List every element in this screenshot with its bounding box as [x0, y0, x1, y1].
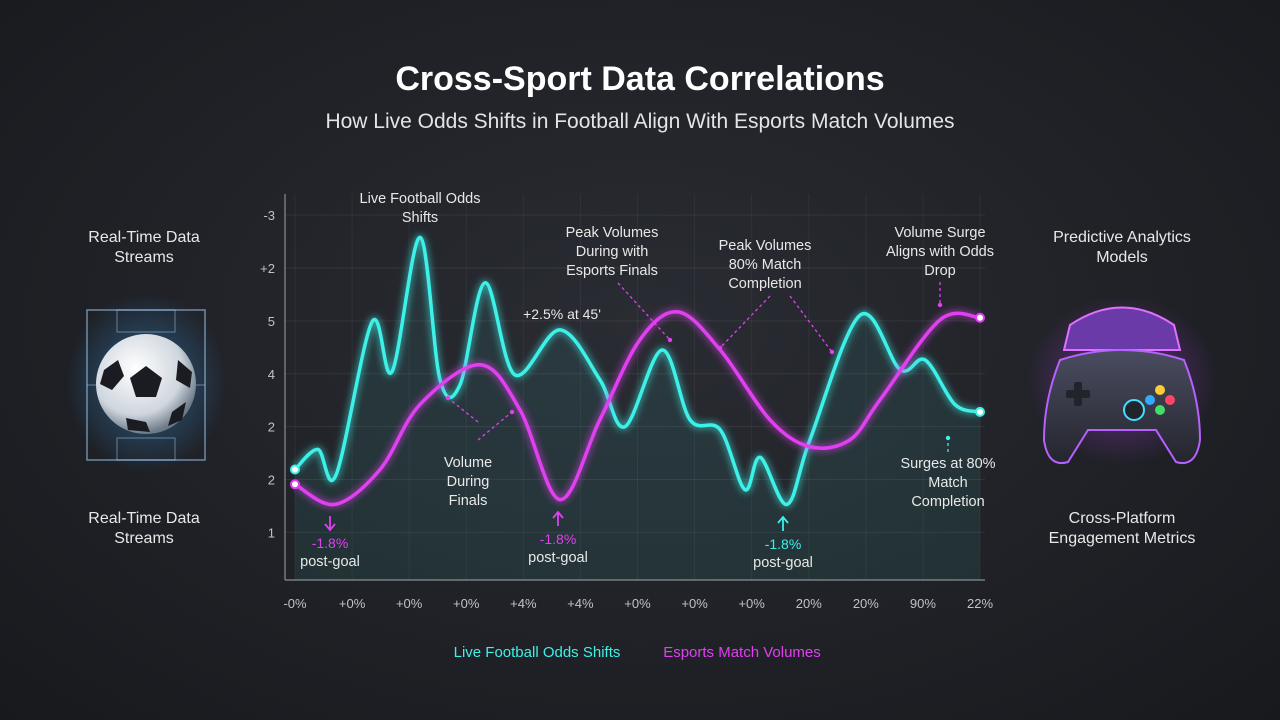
- y-tick-label: +2: [260, 261, 275, 276]
- pointer-head: [937, 302, 943, 308]
- callout-value: -1.8%: [764, 536, 802, 552]
- annotation: Surges at 80% Match Completion: [900, 456, 996, 510]
- y-tick-label: -3: [263, 208, 275, 223]
- x-tick-label: +0%: [681, 596, 708, 611]
- x-tick-label: -0%: [283, 596, 307, 611]
- callout-value: -1.8%: [311, 535, 349, 551]
- y-tick-label: 1: [268, 525, 275, 540]
- y-tick-label: 2: [268, 473, 275, 488]
- x-tick-label: +0%: [396, 596, 423, 611]
- subtitle: How Live Odds Shifts in Football Align W…: [325, 110, 954, 133]
- x-tick-label: 22%: [967, 596, 993, 611]
- pointer-head: [829, 349, 835, 355]
- end-dot: [290, 464, 300, 475]
- arrow: [324, 516, 336, 532]
- pointer: [719, 295, 771, 349]
- y-tick-label: 2: [268, 420, 275, 435]
- pointer-head: [667, 337, 673, 343]
- end-dot: [975, 406, 985, 417]
- football-icon: [66, 293, 226, 473]
- annotation: Volume During Finals: [443, 455, 493, 509]
- end-dot: [975, 312, 985, 323]
- legend-entry: Esports Match Volumes: [663, 644, 821, 661]
- pointer-head: [945, 435, 951, 441]
- area: [295, 237, 980, 580]
- x-tick-label: +4%: [510, 596, 537, 611]
- arrow: [777, 515, 789, 531]
- x-tick-label: +0%: [453, 596, 480, 611]
- legend-entry: Live Football Odds Shifts: [453, 644, 621, 661]
- x-tick-label: 90%: [910, 596, 936, 611]
- annotation: Live Football Odds Shifts: [359, 191, 481, 226]
- annotation: Peak Volumes 80% Match Completion: [718, 238, 812, 292]
- callout-value: -1.8%: [539, 531, 577, 547]
- x-tick-label: 20%: [853, 596, 879, 611]
- callout-text: post-goal: [528, 550, 588, 566]
- controller-icon: [1027, 295, 1217, 465]
- pointer-head: [445, 395, 451, 401]
- annotation: Peak Volumes During with Esports Finals: [565, 225, 659, 279]
- x-tick-label: +4%: [567, 596, 594, 611]
- y-tick-label: 5: [268, 314, 275, 329]
- end-dot: [290, 479, 300, 490]
- title: Cross-Sport Data Correlations: [395, 60, 884, 98]
- x-tick-label: +0%: [624, 596, 651, 611]
- pointer: [789, 295, 833, 353]
- x-tick-label: +0%: [738, 596, 765, 611]
- line: [294, 310, 981, 507]
- annotation: Volume Surge Aligns with Odds Drop: [886, 225, 994, 279]
- side-label: Cross-Platform Engagement Metrics: [1048, 510, 1196, 547]
- callout-text: post-goal: [300, 554, 360, 570]
- annotation: +2.5% at 45': [523, 306, 601, 322]
- pointer-head: [509, 409, 515, 415]
- arrow: [552, 510, 564, 526]
- pointer: [447, 397, 479, 423]
- side-label: Real-Time Data Streams: [88, 229, 200, 266]
- pointer-head: [717, 345, 723, 351]
- side-label: Real-Time Data Streams: [88, 510, 200, 547]
- y-tick-label: 4: [268, 367, 275, 382]
- side-label: Predictive Analytics Models: [1053, 229, 1191, 266]
- x-tick-label: 20%: [796, 596, 822, 611]
- x-tick-label: +0%: [339, 596, 366, 611]
- pointer: [477, 411, 513, 441]
- pointer: [617, 282, 671, 341]
- line: [293, 235, 981, 507]
- callout-text: post-goal: [753, 555, 813, 571]
